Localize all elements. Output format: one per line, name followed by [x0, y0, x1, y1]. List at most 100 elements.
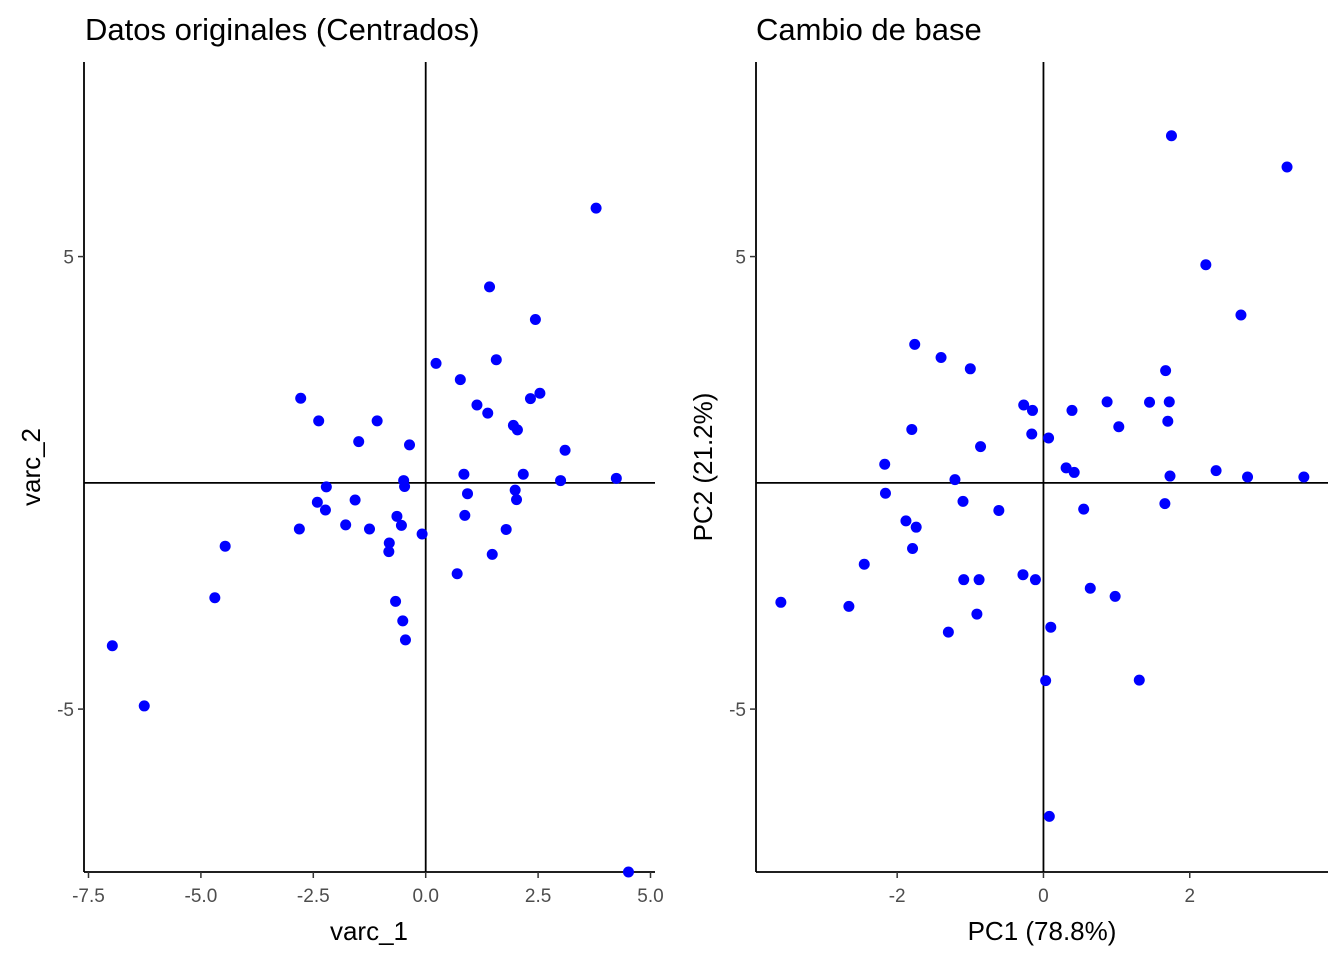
x-tick-label: -2 [889, 886, 906, 907]
data-point [511, 424, 523, 436]
data-point [353, 436, 365, 448]
data-point [486, 548, 498, 560]
data-point [404, 439, 416, 451]
data-point [1164, 470, 1176, 482]
data-point [524, 393, 536, 405]
data-point [219, 540, 231, 552]
data-point [1045, 621, 1057, 633]
data-point [949, 474, 961, 486]
data-point [371, 415, 383, 427]
data-point [907, 542, 919, 554]
data-point [1242, 471, 1254, 483]
panel-original-data: Datos originales (Centrados) -7.5 -5.0 -2.… [16, 12, 664, 946]
data-point [1043, 432, 1055, 444]
data-point [1043, 810, 1055, 822]
x-tick-label: 5.0 [637, 886, 663, 907]
data-point [858, 558, 870, 570]
data-point [482, 407, 494, 419]
data-point [1109, 590, 1121, 602]
data-point [610, 472, 622, 484]
data-point [484, 281, 496, 293]
data-point [138, 700, 150, 712]
data-point [1165, 130, 1177, 142]
data-point [935, 351, 947, 363]
x-tick-label: -5.0 [185, 886, 218, 907]
y-tick-label: 5 [735, 248, 746, 269]
data-point [293, 523, 305, 535]
x-tick-label: -2.5 [297, 886, 330, 907]
data-point [1078, 503, 1090, 515]
data-point [1018, 399, 1030, 411]
data-point [397, 615, 409, 627]
chart-title: Cambio de base [756, 12, 982, 47]
data-point [942, 626, 954, 638]
data-point [590, 202, 602, 214]
data-point [910, 521, 922, 533]
data-point [1210, 465, 1222, 477]
data-point [490, 354, 502, 366]
data-point [1066, 404, 1078, 416]
y-axis-ticks: -5 5 [729, 248, 756, 721]
x-axis-ticks: -7.5 -5.0 -2.5 0.0 2.5 5.0 [72, 872, 664, 907]
data-point [1084, 582, 1096, 594]
data-point [843, 600, 855, 612]
data-point [430, 357, 442, 369]
x-tick-label: 0.0 [412, 886, 438, 907]
data-point [1026, 404, 1038, 416]
data-point [390, 595, 402, 607]
data-point [906, 423, 918, 435]
data-point [958, 574, 970, 586]
data-point [973, 574, 985, 586]
data-point [340, 519, 352, 531]
data-point [295, 392, 307, 404]
data-point [971, 608, 983, 620]
data-point [622, 866, 634, 878]
data-point [364, 523, 375, 535]
data-point [1281, 161, 1293, 173]
data-point [459, 509, 471, 521]
data-point [391, 510, 403, 522]
data-point [1162, 415, 1174, 427]
data-point [957, 495, 969, 507]
data-point [319, 504, 331, 516]
data-point [1060, 462, 1072, 474]
scatter-points [775, 130, 1310, 822]
reference-lines [756, 62, 1328, 872]
data-point [320, 481, 332, 493]
data-point [1163, 396, 1175, 408]
data-point [454, 374, 466, 386]
x-tick-label: -7.5 [72, 886, 105, 907]
chart-title: Datos originales (Centrados) [85, 12, 480, 47]
y-tick-label: -5 [57, 700, 74, 721]
data-point [1113, 421, 1125, 433]
x-axis-label: varc_1 [330, 916, 408, 946]
data-point [349, 494, 361, 506]
x-tick-label: 0 [1038, 886, 1049, 907]
data-point [1068, 466, 1080, 478]
data-point [1040, 675, 1052, 687]
x-axis-ticks: -2 0 2 [889, 872, 1195, 907]
x-axis-label: PC1 (78.8%) [968, 916, 1117, 946]
data-point [383, 546, 395, 558]
axes [755, 62, 1328, 873]
data-point [313, 415, 325, 427]
data-point [1159, 498, 1171, 510]
axes [83, 62, 655, 873]
data-point [1026, 428, 1038, 440]
data-point [909, 338, 921, 350]
data-point [383, 537, 395, 549]
x-tick-label: 2 [1184, 886, 1195, 907]
data-point [1017, 569, 1029, 581]
data-point [879, 458, 891, 470]
data-point [395, 519, 407, 531]
data-point [1101, 396, 1113, 408]
data-point [106, 640, 118, 652]
data-point [1133, 674, 1145, 686]
data-point [511, 494, 523, 506]
y-axis-ticks: -5 5 [57, 248, 84, 721]
data-point [311, 496, 323, 508]
data-point [399, 480, 411, 492]
data-point [1298, 471, 1310, 483]
data-point [964, 363, 976, 375]
